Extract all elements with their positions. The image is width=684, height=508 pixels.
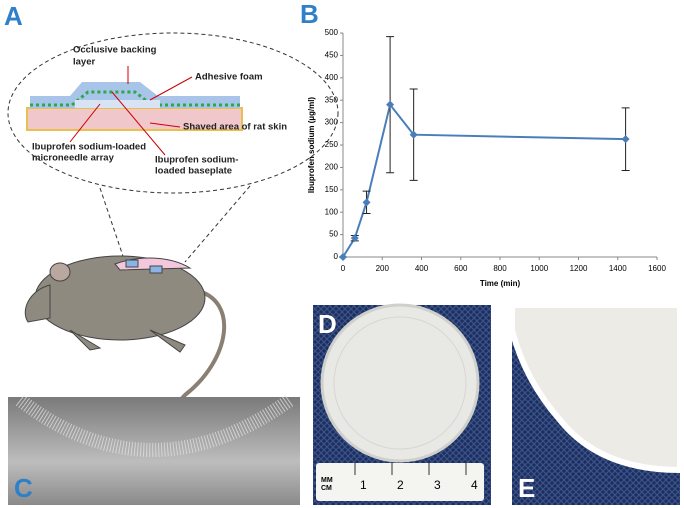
annotation: Occlusive backing	[73, 45, 157, 56]
annotation: Shaved area of rat skin	[183, 122, 287, 133]
ruler-number: 2	[397, 478, 404, 492]
annotation: layer	[73, 57, 95, 68]
panel-label: A	[4, 1, 23, 31]
zoom-ellipse	[7, 32, 339, 194]
ruler-unit: CM	[321, 485, 332, 492]
y-tick-label: 350	[325, 95, 339, 104]
y-tick-label: 100	[325, 207, 339, 216]
point	[350, 234, 359, 243]
leader-lines	[69, 66, 193, 156]
y-tick-label: 300	[325, 118, 339, 127]
rat	[24, 255, 227, 409]
x-tick-label: 400	[415, 264, 429, 273]
ruler-unit: MM	[321, 477, 333, 484]
point	[386, 100, 395, 109]
panel-label: B	[300, 0, 319, 29]
baseplate	[75, 100, 160, 108]
x-tick-label: 200	[376, 264, 390, 273]
x-tick-label: 600	[454, 264, 468, 273]
y-tick-label: 450	[325, 51, 339, 60]
ruler-number: 4	[471, 478, 478, 492]
patch-edge	[509, 302, 683, 474]
panel-label: D	[318, 309, 337, 339]
x-tick-label: 1000	[530, 264, 548, 273]
needle-arc	[15, 394, 295, 457]
x-tick-label: 800	[493, 264, 507, 273]
annotation: Ibuprofen sodium-loaded	[32, 142, 146, 153]
patch-inner	[333, 316, 467, 450]
y-tick-label: 150	[325, 185, 339, 194]
y-tick-label: 500	[325, 28, 339, 37]
y-tick-label: 0	[334, 252, 339, 261]
annotation: Adhesive foam	[195, 72, 263, 83]
ruler-number: 3	[434, 478, 441, 492]
ruler-ticks	[354, 463, 467, 475]
y-tick-label: 400	[325, 73, 339, 82]
point	[362, 198, 371, 207]
ruler	[316, 463, 484, 501]
annotation: Ibuprofen sodium-	[155, 155, 238, 166]
panel-label: C	[14, 473, 33, 503]
point	[621, 135, 630, 144]
ruler-number: 1	[360, 478, 367, 492]
photo-microneedles	[8, 397, 300, 505]
x-tick-label: 0	[341, 264, 346, 273]
x-axis-label: Time (min)	[480, 279, 521, 288]
data-line	[342, 102, 626, 258]
patch-disc	[320, 303, 480, 463]
chart: 0 50 100 150 200 250 300 350 400 450 500 0 200 400 600…	[307, 28, 666, 288]
y-tick-label: 200	[325, 163, 339, 172]
point	[339, 253, 347, 261]
annotation: microneedle array	[32, 153, 115, 164]
annotation: loaded baseplate	[155, 166, 232, 177]
foam-layer	[30, 90, 240, 107]
zoom-lines	[99, 185, 251, 263]
y-tick-label: 50	[329, 230, 338, 239]
x-tick-label: 1400	[609, 264, 627, 273]
panel-label: E	[518, 473, 535, 503]
point	[409, 130, 418, 139]
x-tick-label: 1600	[648, 264, 666, 273]
x-tick-label: 1200	[570, 264, 588, 273]
y-axis-label: Ibuprofen sodium (µg/ml)	[307, 97, 316, 193]
y-tick-label: 250	[325, 140, 339, 149]
